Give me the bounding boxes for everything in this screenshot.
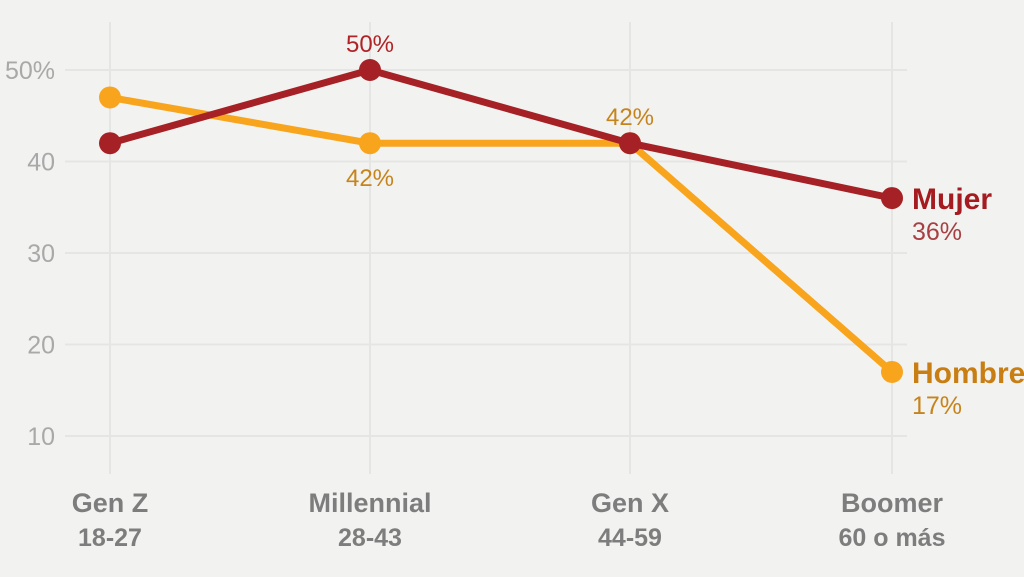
data-point-mujer	[619, 132, 641, 155]
y-tick-label: 10	[27, 423, 55, 451]
series-line-hombre	[109, 94, 895, 375]
x-category-label: Gen X	[591, 488, 669, 518]
x-category-label: Boomer	[841, 488, 944, 518]
data-point-hombre	[359, 132, 381, 155]
data-point-hombre	[99, 86, 121, 109]
data-point-mujer	[359, 59, 381, 81]
series-line-mujer	[109, 66, 893, 202]
x-category-label: Millennial	[308, 488, 431, 518]
series-value-label-mujer: 36%	[912, 218, 962, 246]
x-category-sublabel: 18-27	[78, 524, 142, 552]
series-name-label-mujer: Mujer	[912, 183, 992, 216]
x-category-label: Gen Z	[72, 488, 149, 518]
point-label-hombre: 42%	[606, 104, 654, 131]
series-name-label-hombre: Hombre	[912, 357, 1024, 390]
data-point-mujer	[881, 187, 903, 210]
point-label-hombre: 42%	[346, 165, 394, 192]
x-category-sublabel: 28-43	[338, 524, 402, 552]
data-point-hombre	[881, 360, 903, 383]
x-category-sublabel: 44-59	[598, 524, 662, 552]
y-tick-label: 40	[27, 149, 55, 177]
y-tick-label: 30	[27, 240, 55, 268]
data-point-mujer	[99, 132, 121, 155]
point-label-mujer: 50%	[346, 31, 394, 58]
x-category-sublabel: 60 o más	[838, 524, 945, 552]
series-value-label-hombre: 17%	[912, 392, 962, 420]
y-tick-label: 20	[27, 332, 55, 360]
y-tick-label: 50%	[5, 57, 55, 85]
